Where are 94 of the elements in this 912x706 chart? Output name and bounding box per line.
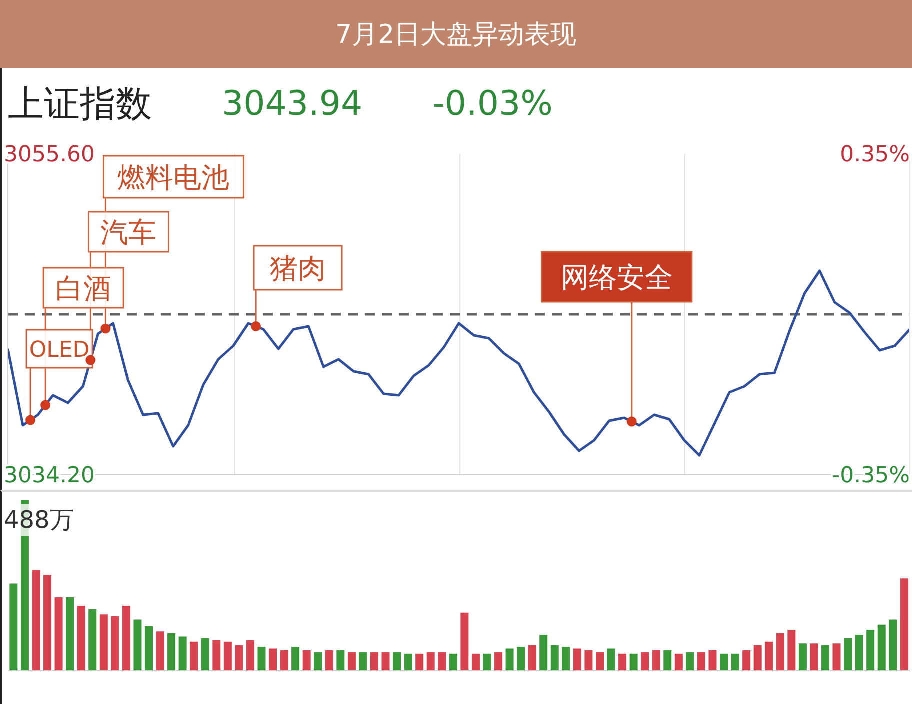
bar [382,652,390,671]
bar [765,642,774,671]
bar [66,597,74,671]
bar [517,647,526,671]
bar [540,635,548,671]
bar [336,650,345,671]
bar [798,644,807,671]
bar [754,645,762,671]
bar [348,652,356,671]
bar [878,624,886,671]
bar [314,652,322,671]
bar [855,635,864,671]
bar [190,642,198,671]
bar [720,654,728,671]
annotation: 猪肉 [270,252,326,286]
bar [900,578,908,671]
bar [889,620,898,671]
bar [246,640,254,671]
bar [44,575,52,671]
bar [686,652,694,671]
bar [494,652,503,671]
bar [449,654,458,671]
bar [269,648,278,671]
y2-tick-label: -0.35% [832,464,910,489]
annotation: 白酒 [56,272,112,306]
bar [393,652,402,671]
bar [235,645,244,671]
bar [77,606,86,671]
bar [54,597,63,671]
chart-subtitle: 上证指数 [8,82,152,126]
text: 3043.94 [222,84,363,124]
y2-tick-label: 0.35% [840,142,910,168]
bar [697,652,706,671]
bar [832,644,841,671]
bar [821,645,830,671]
bar [404,654,412,671]
bar [788,630,796,671]
bar [550,645,559,671]
bar [483,654,492,671]
bar [325,650,334,671]
bar [111,616,120,671]
bar [168,633,176,671]
bar [212,640,221,671]
bar [652,650,660,671]
bar [528,645,536,671]
bar [122,606,130,671]
annotation: 汽车 [100,216,157,250]
bar [664,650,672,671]
annotation: 燃料电池 [118,161,230,194]
bar [10,584,18,671]
bar [506,648,514,671]
bar [607,648,616,671]
bar [584,650,593,671]
annotation: 488万 [4,504,74,536]
bar [416,654,424,671]
bar [292,647,300,671]
bar [144,626,153,671]
bar [438,652,446,671]
bar [866,630,875,671]
annotation: 网络安全 [560,261,673,294]
bar [742,650,751,671]
bar [472,654,480,671]
bar [630,654,638,671]
annotation: OLED [29,338,90,363]
bar [178,636,187,671]
bar [100,614,108,671]
text: -0.03% [432,84,553,124]
bar [776,633,784,671]
bar [32,570,40,671]
bar [596,652,604,671]
bar [641,652,650,671]
bar [460,612,469,671]
bar [88,609,97,671]
bar [810,644,818,671]
bar [573,648,582,671]
bar [562,647,570,671]
bar [280,650,288,671]
bar [201,638,210,671]
bar [674,654,683,671]
bar [708,650,717,671]
bar [370,652,378,671]
y-tick-label: 3055.60 [4,142,95,168]
bar [134,620,142,671]
bar [258,647,266,671]
bar [426,652,435,671]
bar [224,642,232,671]
bar [731,654,740,671]
bar [156,632,164,671]
bar [844,638,852,671]
chart-title: 7月2日大盘异动表现 [335,18,577,52]
y-tick-label: 3034.20 [4,464,95,489]
bar [302,650,311,671]
bar [618,654,627,671]
bar [359,652,368,671]
